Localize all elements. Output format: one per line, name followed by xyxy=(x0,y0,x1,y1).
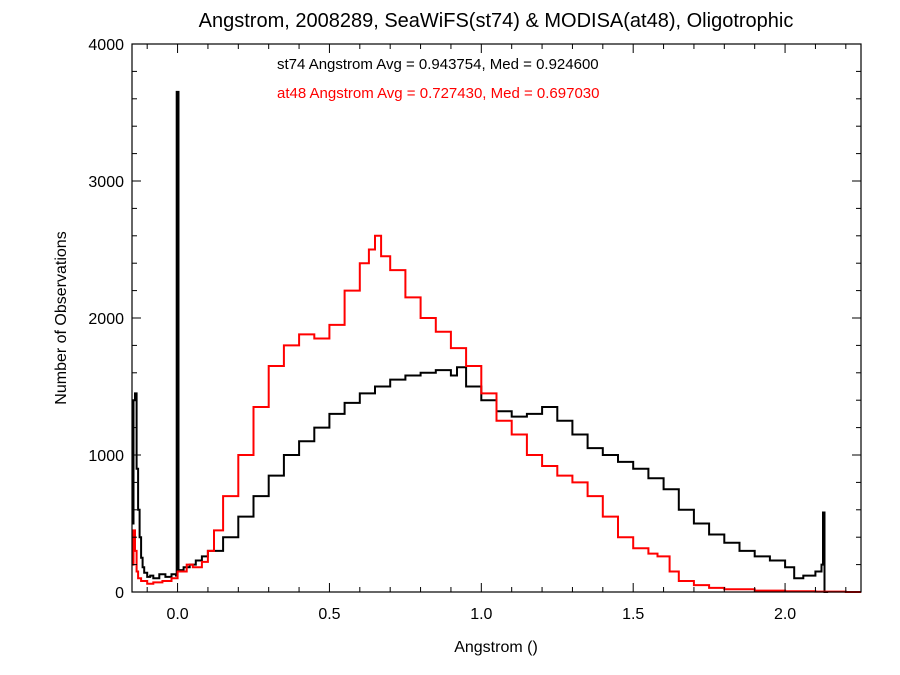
y-tick-label: 1000 xyxy=(88,448,124,465)
x-tick-label: 1.5 xyxy=(622,606,644,623)
chart-title: Angstrom, 2008289, SeaWiFS(st74) & MODIS… xyxy=(199,10,794,32)
at48-annotation: at48 Angstrom Avg = 0.727430, Med = 0.69… xyxy=(277,85,599,102)
x-tick-label: 2.0 xyxy=(774,606,796,623)
y-tick-label: 0 xyxy=(115,585,124,602)
plot-frame xyxy=(131,43,862,593)
series-1-line xyxy=(132,234,861,593)
y-tick-label: 2000 xyxy=(88,311,124,328)
ticks-layer: 0.0 0.5 1.0 1.5 2.0 0 1000 2000 3000 4000 xyxy=(88,37,861,623)
y-tick-label: 4000 xyxy=(88,37,124,54)
series-0-line xyxy=(132,90,829,593)
x-axis-title: Angstrom () xyxy=(454,639,538,656)
x-tick-label: 0.0 xyxy=(166,606,188,623)
series-layer xyxy=(132,90,861,593)
y-tick-label: 3000 xyxy=(88,174,124,191)
x-tick-label: 0.5 xyxy=(318,606,340,623)
y-axis-title: Number of Observations xyxy=(53,231,70,404)
st74-annotation: st74 Angstrom Avg = 0.943754, Med = 0.92… xyxy=(277,56,599,73)
x-tick-label: 1.0 xyxy=(470,606,492,623)
